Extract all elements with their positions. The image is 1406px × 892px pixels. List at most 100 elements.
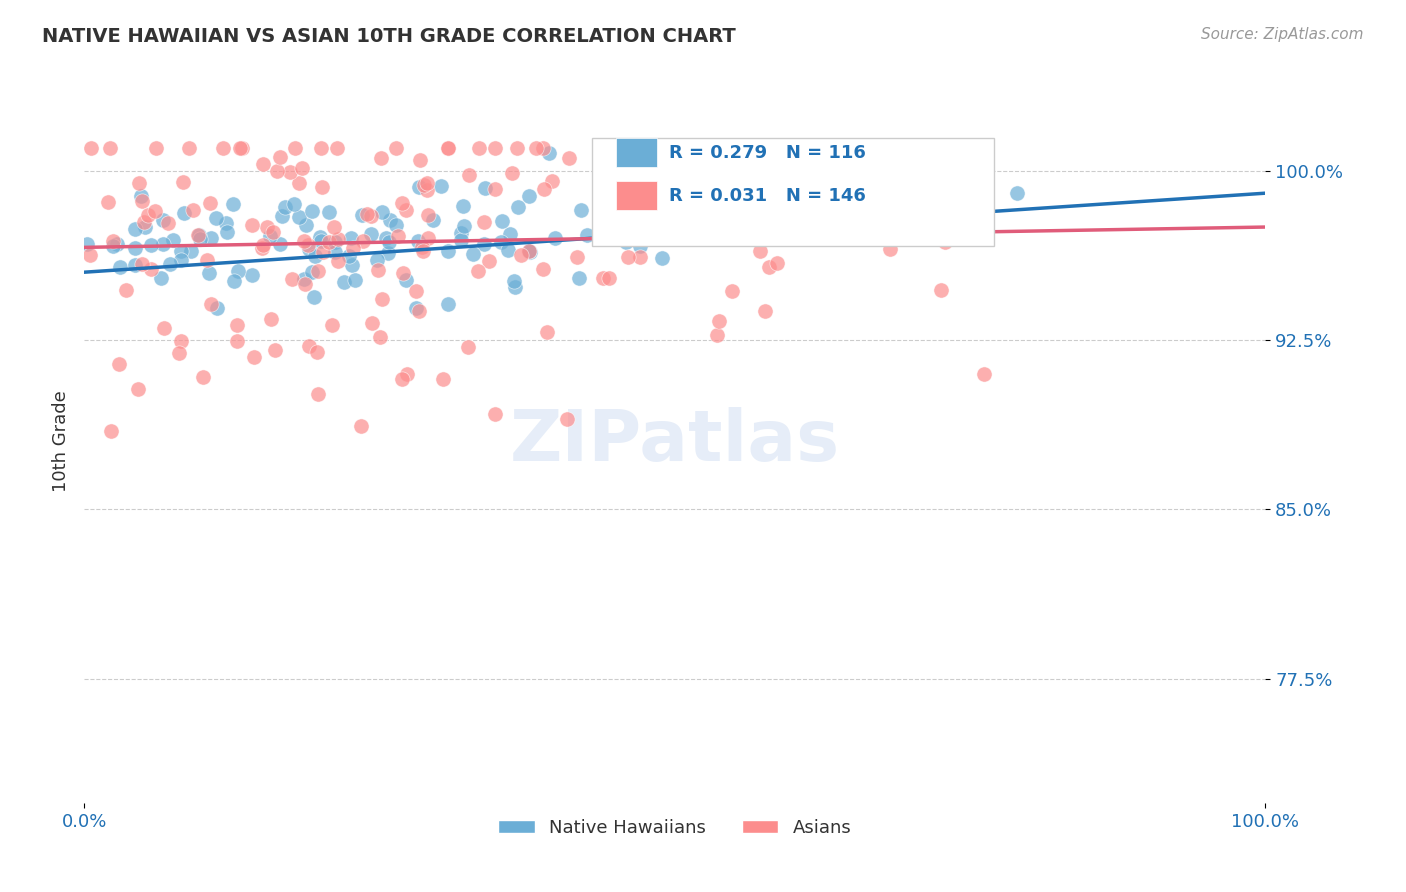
Point xyxy=(153,320,176,334)
Point xyxy=(675,186,697,201)
Point xyxy=(250,241,273,255)
Point xyxy=(929,283,952,297)
Point xyxy=(283,197,305,211)
Point xyxy=(97,194,120,209)
Point xyxy=(252,156,274,170)
Point xyxy=(693,191,716,205)
Point xyxy=(640,165,662,179)
Point xyxy=(269,150,291,164)
Point xyxy=(371,293,394,307)
Point xyxy=(754,304,776,318)
Point xyxy=(152,212,174,227)
Point xyxy=(342,241,364,255)
Point xyxy=(768,176,790,190)
Point xyxy=(134,219,156,234)
Point xyxy=(156,216,179,230)
Point xyxy=(187,227,209,242)
Point xyxy=(412,178,434,192)
Point xyxy=(259,229,281,244)
Point xyxy=(340,230,363,244)
Point xyxy=(297,237,319,252)
Point xyxy=(491,214,513,228)
Point xyxy=(195,252,218,267)
Point xyxy=(177,141,200,155)
Point xyxy=(405,284,427,298)
Point xyxy=(349,418,371,433)
Point xyxy=(301,203,323,218)
Point xyxy=(641,214,664,228)
Point xyxy=(538,145,561,160)
Point xyxy=(506,141,529,155)
Text: ZIPatlas: ZIPatlas xyxy=(510,407,839,476)
Point xyxy=(170,334,193,349)
Y-axis label: 10th Grade: 10th Grade xyxy=(52,391,70,492)
Point xyxy=(392,266,415,280)
Point xyxy=(624,151,647,165)
Point xyxy=(503,274,526,288)
Point xyxy=(536,325,558,339)
Point xyxy=(132,215,155,229)
Point xyxy=(797,184,820,198)
Point xyxy=(143,203,166,218)
Point xyxy=(229,141,252,155)
Point xyxy=(100,424,122,438)
Point xyxy=(321,318,343,333)
Point xyxy=(484,407,506,421)
Point xyxy=(301,265,323,279)
Point xyxy=(588,141,610,155)
Point xyxy=(198,266,221,280)
Point xyxy=(231,141,253,155)
Point xyxy=(519,244,541,258)
Point xyxy=(342,258,364,272)
Point xyxy=(391,371,413,385)
Point xyxy=(180,244,202,259)
Text: R = 0.031   N = 146: R = 0.031 N = 146 xyxy=(669,187,866,205)
Point xyxy=(128,176,150,190)
Point xyxy=(367,262,389,277)
Point xyxy=(437,244,460,259)
Point xyxy=(291,161,314,175)
Point xyxy=(280,271,302,285)
FancyBboxPatch shape xyxy=(592,138,994,246)
Point xyxy=(262,226,284,240)
Point xyxy=(326,141,349,155)
Point xyxy=(412,244,434,259)
Point xyxy=(271,210,294,224)
Point xyxy=(458,168,481,182)
Point xyxy=(200,231,222,245)
Point xyxy=(380,213,402,227)
Text: R = 0.279   N = 116: R = 0.279 N = 116 xyxy=(669,144,866,161)
Point xyxy=(288,211,311,225)
Point xyxy=(311,180,333,194)
Point xyxy=(333,276,356,290)
Point xyxy=(391,196,413,211)
Point xyxy=(571,203,593,218)
Point xyxy=(256,220,278,235)
Point xyxy=(100,141,122,155)
Point xyxy=(225,318,247,332)
Point xyxy=(879,243,901,257)
Point xyxy=(252,238,274,252)
Point xyxy=(108,260,131,275)
Point xyxy=(114,283,136,297)
Point xyxy=(678,216,700,230)
Point xyxy=(172,175,194,189)
Point xyxy=(655,178,678,192)
Point xyxy=(226,264,249,278)
Point xyxy=(360,227,382,242)
Point xyxy=(387,229,409,244)
Point xyxy=(1005,186,1028,201)
Point xyxy=(651,251,673,265)
Point xyxy=(167,345,190,359)
Point xyxy=(498,243,520,257)
Point xyxy=(127,382,149,396)
Point xyxy=(352,234,374,248)
Point xyxy=(294,277,316,291)
Point xyxy=(416,231,439,245)
Point xyxy=(226,334,249,349)
Point xyxy=(395,367,418,381)
Point xyxy=(266,164,288,178)
Point xyxy=(243,350,266,364)
Point xyxy=(543,231,565,245)
Point xyxy=(274,200,297,214)
